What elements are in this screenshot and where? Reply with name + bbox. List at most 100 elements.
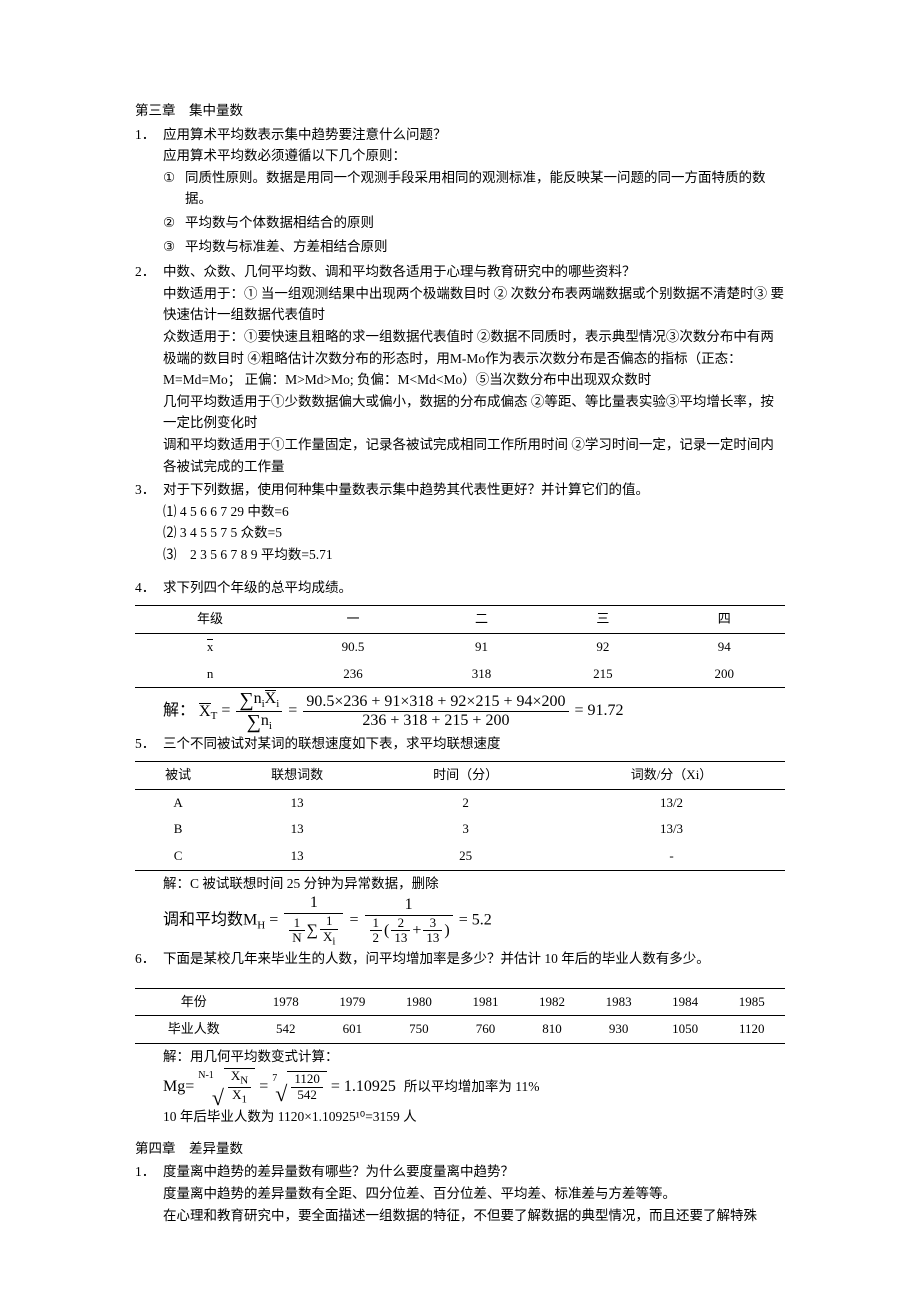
q4-f-result: = 91.72: [575, 702, 624, 719]
q5-f-mdn: N: [289, 931, 304, 946]
q6-col0: 年份: [135, 988, 252, 1016]
q6-num: 6．: [135, 948, 163, 970]
q5-f-label-sub: H: [257, 920, 265, 932]
q2-l1: 中数适用于：① 当一组观测结果中出现两个极端数目时 ② 次数分布表两端数据或个别…: [163, 283, 785, 326]
q3-text: 对于下列数据，使用何种集中量数表示集中趋势其代表性更好？并计算它们的值。: [163, 479, 785, 501]
q2: 2． 中数、众数、几何平均数、调和平均数各适用于心理与教育研究中的哪些资料？ 中…: [135, 261, 785, 477]
q2-text: 中数、众数、几何平均数、调和平均数各适用于心理与教育研究中的哪些资料？: [163, 261, 785, 283]
q4-formula: 解： XT = ∑niXi ∑ni = 90.5×236 + 91×318 + …: [135, 690, 785, 733]
q4-f-den-sub: i: [269, 720, 272, 732]
q4: 4． 求下列四个年级的总平均成绩。: [135, 577, 785, 599]
q5-r1-1: 13: [221, 816, 373, 843]
q5-r0-2: 2: [373, 789, 558, 816]
q4-f-ntop2-sub: i: [276, 699, 279, 711]
q5-f-label: 调和平均数M: [163, 912, 257, 929]
q6-f-f1n: X: [231, 1068, 240, 1083]
q5-r1-3: 13/3: [558, 816, 785, 843]
q6-text: 下面是某校几年来毕业生的人数，问平均增加率是多少？并估计 10 年后的毕业人数有…: [163, 948, 785, 970]
q5-num: 5．: [135, 733, 163, 755]
q5-f-xi: i: [332, 935, 335, 947]
q5-f-rdp: 1: [370, 916, 383, 932]
chapter4-title: 第四章 差异量数: [135, 1138, 785, 1160]
q4-f-prefix: 解：: [163, 702, 195, 719]
q6: 6． 下面是某校几年来毕业生的人数，问平均增加率是多少？并估计 10 年后的毕业…: [135, 948, 785, 970]
q4-text: 求下列四个年级的总平均成绩。: [163, 577, 785, 599]
q6-r0: 542: [252, 1016, 319, 1044]
q4-col2: 二: [421, 606, 542, 634]
q4-f-lhs-sub: T: [211, 711, 218, 723]
q4-f-longden: 236 + 318 + 215 + 200: [303, 712, 568, 730]
q5-r0-3: 13/2: [558, 789, 785, 816]
q2-l4: 调和平均数适用于①工作量固定，记录各被试完成相同工作所用时间 ②学习时间一定，记…: [163, 434, 785, 477]
c4-q1: 1． 度量离中趋势的差异量数有哪些？为什么要度量离中趋势？ 度量离中趋势的差异量…: [135, 1161, 785, 1226]
q4-r1-1: 91: [421, 633, 542, 660]
q6-col1: 1978: [252, 988, 319, 1016]
q5-col0: 被试: [135, 761, 221, 789]
q6-f-resa: = 1.10925: [331, 1078, 396, 1095]
q6-f-resb: 所以平均增加率为 11%: [404, 1079, 540, 1094]
q5-f-mdp: 1: [289, 916, 304, 932]
q3-a: ⑴ 4 5 6 6 7 29 中数=6: [163, 501, 785, 523]
q4-col1: 一: [285, 606, 421, 634]
q6-f-label: Mg=: [163, 1078, 194, 1095]
q4-r1-2: 92: [542, 633, 663, 660]
q4-col0: 年级: [135, 606, 285, 634]
q1-p2-num: ②: [163, 212, 185, 234]
q5-formula: 调和平均数MH = 1 1N∑1Xi = 1 12(213+313) = 5.2: [135, 894, 785, 948]
q4-f-ntop2: X: [265, 690, 277, 707]
q5-r1-2: 3: [373, 816, 558, 843]
q6-f-f2n: 1120: [291, 1072, 323, 1088]
q1-line1: 应用算术平均数必须遵循以下几个原则：: [163, 145, 785, 167]
q6-note: 解：用几何平均数变式计算：: [135, 1046, 785, 1068]
q6-r5: 930: [585, 1016, 652, 1044]
q1-p3: 平均数与标准差、方差相结合原则: [185, 236, 388, 258]
q3-b: ⑵ 3 4 5 5 7 5 众数=5: [163, 522, 785, 544]
q4-col3: 三: [542, 606, 663, 634]
q1-p2: 平均数与个体数据相结合的原则: [185, 212, 374, 234]
q6-col7: 1984: [652, 988, 719, 1016]
q5-text: 三个不同被试对某词的联想速度如下表，求平均联想速度: [163, 733, 785, 755]
q6-r1: 601: [319, 1016, 386, 1044]
q5-f-f2n: 3: [423, 916, 442, 932]
q6-col3: 1980: [386, 988, 453, 1016]
q6-conclusion: 10 年后毕业人数为 1120×1.10925¹⁰=3159 人: [135, 1106, 785, 1128]
q3: 3． 对于下列数据，使用何种集中量数表示集中趋势其代表性更好？并计算它们的值。 …: [135, 479, 785, 565]
q4-r2-label: n: [135, 661, 285, 688]
q4-r1-0: 90.5: [285, 633, 421, 660]
q4-f-den: n: [261, 712, 269, 729]
q5-f-f1d: 13: [391, 931, 410, 946]
q6-col8: 1985: [718, 988, 785, 1016]
q6-col4: 1981: [452, 988, 519, 1016]
q6-r7: 1120: [718, 1016, 785, 1044]
q6-r6: 1050: [652, 1016, 719, 1044]
q5-f-result: = 5.2: [459, 912, 492, 929]
q5-f-rd2: 2: [370, 931, 383, 946]
c4-q1-num: 1．: [135, 1161, 163, 1226]
q6-r-label: 毕业人数: [135, 1016, 252, 1044]
q5-col1: 联想词数: [221, 761, 373, 789]
q5-r0-1: 13: [221, 789, 373, 816]
q5-r2-0: C: [135, 843, 221, 870]
c4-q1-l2: 在心理和教育研究中，要全面描述一组数据的特征，不但要了解数据的典型情况，而且还要…: [163, 1205, 785, 1227]
q4-r2-2: 215: [542, 661, 663, 688]
q1-p1-num: ①: [163, 167, 185, 210]
q1-num: 1．: [135, 124, 163, 260]
q4-col4: 四: [664, 606, 785, 634]
q5-r2-3: -: [558, 843, 785, 870]
q5-f-rnum: 1: [365, 896, 453, 915]
q4-num: 4．: [135, 577, 163, 599]
q5-col3: 词数/分（Xi）: [558, 761, 785, 789]
q6-f-f1ds: 1: [242, 1094, 248, 1106]
q6-col5: 1982: [519, 988, 586, 1016]
q1-p3-num: ③: [163, 236, 185, 258]
q4-r2-1: 318: [421, 661, 542, 688]
q2-num: 2．: [135, 261, 163, 477]
q4-table: 年级 一 二 三 四 x 90.5 91 92 94 n 236 318 215…: [135, 605, 785, 688]
q5-r1-0: B: [135, 816, 221, 843]
q3-num: 3．: [135, 479, 163, 565]
q6-table: 年份 1978 1979 1980 1981 1982 1983 1984 19…: [135, 988, 785, 1045]
q4-f-ntop: n: [254, 690, 262, 707]
q4-r2-0: 236: [285, 661, 421, 688]
q6-r4: 810: [519, 1016, 586, 1044]
q6-r2: 750: [386, 1016, 453, 1044]
